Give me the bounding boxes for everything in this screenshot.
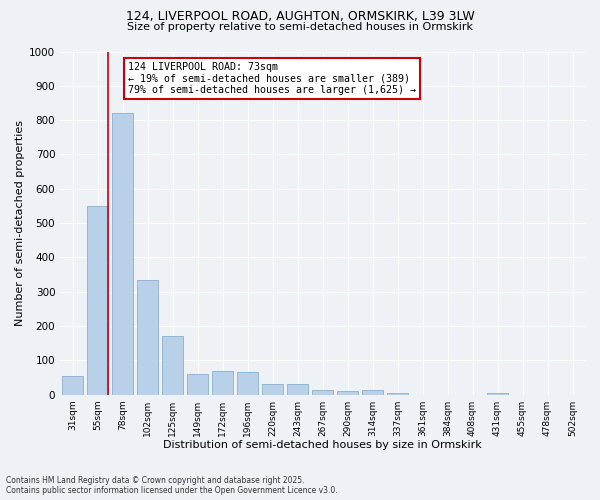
Text: 124, LIVERPOOL ROAD, AUGHTON, ORMSKIRK, L39 3LW: 124, LIVERPOOL ROAD, AUGHTON, ORMSKIRK, … (125, 10, 475, 23)
Bar (387, 393, 408, 394)
Bar (312, 390, 333, 394)
Bar (362, 390, 383, 394)
Text: Contains HM Land Registry data © Crown copyright and database right 2025.
Contai: Contains HM Land Registry data © Crown c… (6, 476, 338, 495)
Bar (112, 114, 133, 394)
Y-axis label: Number of semi-detached properties: Number of semi-detached properties (15, 120, 25, 326)
Text: 124 LIVERPOOL ROAD: 73sqm
← 19% of semi-detached houses are smaller (389)
79% of: 124 LIVERPOOL ROAD: 73sqm ← 19% of semi-… (128, 62, 416, 95)
Text: Size of property relative to semi-detached houses in Ormskirk: Size of property relative to semi-detach… (127, 22, 473, 32)
Bar (62, 376, 83, 394)
X-axis label: Distribution of semi-detached houses by size in Ormskirk: Distribution of semi-detached houses by … (163, 440, 482, 450)
Bar (87, 206, 108, 394)
Bar (337, 391, 358, 394)
Bar (487, 393, 508, 394)
Bar (237, 372, 258, 394)
Bar (287, 384, 308, 394)
Bar (187, 374, 208, 394)
Bar (212, 370, 233, 394)
Bar (137, 280, 158, 394)
Bar (262, 384, 283, 394)
Bar (162, 336, 183, 394)
